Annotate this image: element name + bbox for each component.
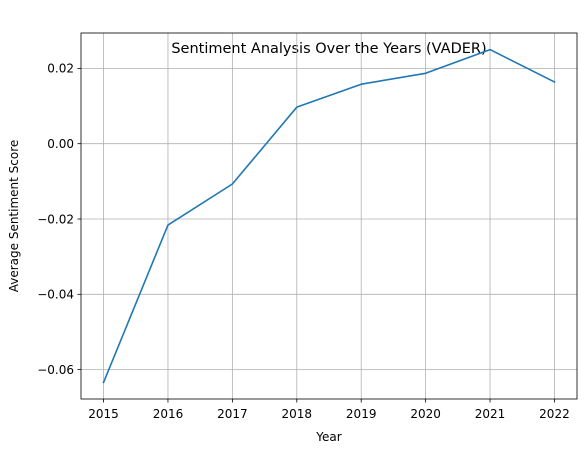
series-line (102, 48, 556, 384)
x-tick-label: 2015 (88, 407, 119, 421)
x-tick-label: 2016 (153, 407, 184, 421)
chart-title: Sentiment Analysis Over the Years (VADER… (171, 41, 486, 57)
grid (81, 33, 577, 399)
y-tick-label: −0.04 (37, 288, 74, 302)
y-axis-label: Average Sentiment Score (7, 140, 21, 293)
y-tick-label: −0.06 (37, 363, 74, 377)
x-tick-label: 2021 (475, 407, 506, 421)
plot-frame (80, 32, 578, 400)
y-tick-label: −0.02 (37, 212, 74, 226)
ticks: 2015 2016 2017 2018 2019 2020 2021 2022 −0.06 −0.… (37, 62, 570, 421)
y-tick-label: 0.02 (47, 62, 74, 76)
x-tick-label: 2017 (217, 407, 248, 421)
x-tick-label: 2019 (346, 407, 377, 421)
x-tick-label: 2018 (282, 407, 313, 421)
x-tick-label: 2022 (539, 407, 570, 421)
x-axis-label: Year (315, 430, 341, 444)
y-tick-label: 0.00 (47, 137, 74, 151)
series-layer (102, 48, 556, 384)
x-tick-label: 2020 (410, 407, 441, 421)
